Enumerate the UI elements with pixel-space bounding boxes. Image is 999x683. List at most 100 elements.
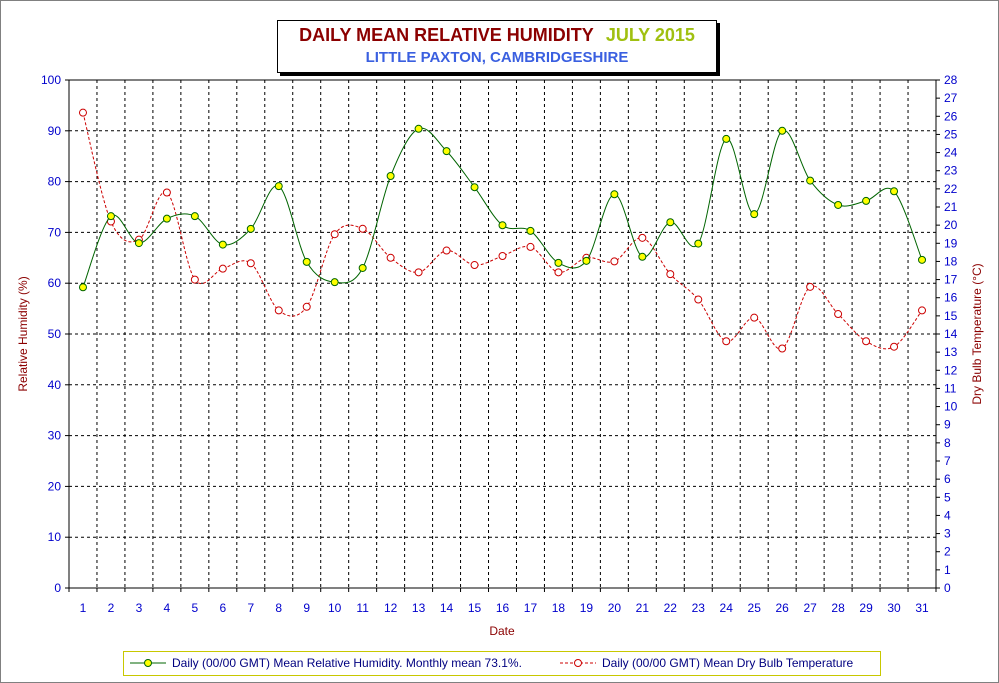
left-tick-label: 80 [48, 175, 62, 189]
x-tick-label: 16 [496, 601, 510, 615]
x-axis-title: Date [489, 624, 515, 638]
temperature-point [386, 253, 395, 262]
humidity-point [582, 256, 591, 265]
humidity-point [722, 134, 731, 143]
temperature-point [890, 342, 899, 351]
x-tick-label: 26 [775, 601, 789, 615]
temperature-point [834, 310, 843, 319]
x-tick-label: 18 [552, 601, 566, 615]
humidity-point [134, 239, 143, 248]
humidity-point [638, 252, 647, 261]
right-tick-label: 17 [944, 273, 958, 287]
humidity-point [218, 240, 227, 249]
humidity-point [890, 187, 899, 196]
right-tick-label: 24 [944, 146, 958, 160]
humidity-point [190, 212, 199, 221]
temperature-point [750, 313, 759, 322]
humidity-point [470, 183, 479, 192]
right-tick-label: 27 [944, 91, 958, 105]
legend-temperature-label: Daily (00/00 GMT) Mean Dry Bulb Temperat… [602, 656, 854, 670]
right-tick-label: 14 [944, 327, 958, 341]
title-date: JULY 2015 [605, 25, 695, 45]
temperature-point [554, 268, 563, 277]
humidity-point [778, 126, 787, 135]
humidity-point [862, 196, 871, 205]
x-tick-label: 24 [720, 601, 734, 615]
x-tick-label: 29 [859, 601, 873, 615]
x-tick-label: 10 [328, 601, 342, 615]
right-axis-ticks: 0123456789101112131415161718192021222324… [936, 73, 958, 595]
chart-title: DAILY MEAN RELATIVE HUMIDITY JULY 2015 [278, 25, 716, 46]
temperature-point [302, 302, 311, 311]
humidity-point [918, 255, 927, 264]
series-humidity [78, 124, 927, 292]
x-tick-label: 25 [748, 601, 762, 615]
right-tick-label: 16 [944, 291, 958, 305]
temperature-point [218, 264, 227, 273]
x-tick-label: 8 [275, 601, 282, 615]
right-tick-label: 23 [944, 164, 958, 178]
x-tick-label: 17 [524, 601, 538, 615]
humidity-point [274, 182, 283, 191]
right-tick-label: 6 [944, 472, 951, 486]
y-axis-title: Relative Humidity (%) [16, 276, 30, 391]
legend-humidity-label: Daily (00/00 GMT) Mean Relative Humidity… [172, 656, 522, 670]
x-tick-label: 21 [636, 601, 650, 615]
left-tick-label: 30 [48, 429, 62, 443]
right-tick-label: 12 [944, 363, 958, 377]
right-tick-label: 21 [944, 200, 958, 214]
humidity-point [666, 218, 675, 227]
x-axis-ticks: 1 2 3 4 5 6 7 8 9 10 11 12 13 14 15 16 17 18 19 20 21 22 23 24 2… [68, 588, 937, 615]
temperature-point [246, 259, 255, 268]
x-tick-label: 27 [803, 601, 817, 615]
title-main: DAILY MEAN RELATIVE HUMIDITY [299, 25, 594, 45]
left-tick-label: 50 [48, 327, 62, 341]
temperature-point [358, 224, 367, 233]
right-tick-label: 3 [944, 527, 951, 541]
humidity-point [414, 124, 423, 133]
right-tick-label: 4 [944, 508, 951, 522]
temperature-point [470, 261, 479, 270]
legend-humidity-swatch [130, 659, 166, 667]
right-tick-label: 15 [944, 309, 958, 323]
x-tick-label: 9 [303, 601, 310, 615]
x-tick-label: 19 [580, 601, 594, 615]
right-tick-label: 18 [944, 254, 958, 268]
temperature-point [274, 306, 283, 315]
temperature-point [638, 233, 647, 242]
temperature-point [526, 242, 535, 251]
humidity-point [78, 283, 87, 292]
right-tick-label: 2 [944, 545, 951, 559]
x-tick-label: 22 [664, 601, 678, 615]
x-tick-label: 13 [412, 601, 426, 615]
temperature-point [666, 270, 675, 279]
humidity-point [442, 147, 451, 156]
x-tick-label: 2 [108, 601, 115, 615]
humidity-point [610, 190, 619, 199]
humidity-point [246, 224, 255, 233]
chart-title-box: DAILY MEAN RELATIVE HUMIDITY JULY 2015 LI… [277, 20, 717, 73]
humidity-point [162, 214, 171, 223]
x-tick-label: 28 [831, 601, 845, 615]
chart-subtitle: LITTLE PAXTON, CAMBRIDGESHIRE [365, 49, 629, 66]
left-tick-label: 20 [48, 479, 62, 493]
x-tick-label: 3 [136, 601, 143, 615]
left-tick-label: 70 [48, 225, 62, 239]
temperature-point [330, 230, 339, 239]
temperature-point [162, 188, 171, 197]
temperature-point [442, 246, 451, 255]
humidity-point [330, 278, 339, 287]
temperature-point [190, 275, 199, 284]
series-temperature [78, 108, 927, 353]
left-tick-label: 40 [48, 378, 62, 392]
right-tick-label: 10 [944, 400, 958, 414]
legend-temperature-swatch [560, 659, 596, 667]
x-tick-label: 15 [468, 601, 482, 615]
right-tick-label: 22 [944, 182, 958, 196]
humidity-point [106, 212, 115, 221]
temperature-point [694, 295, 703, 304]
x-tick-label: 23 [692, 601, 706, 615]
x-tick-label: 6 [219, 601, 226, 615]
left-tick-label: 60 [48, 276, 62, 290]
